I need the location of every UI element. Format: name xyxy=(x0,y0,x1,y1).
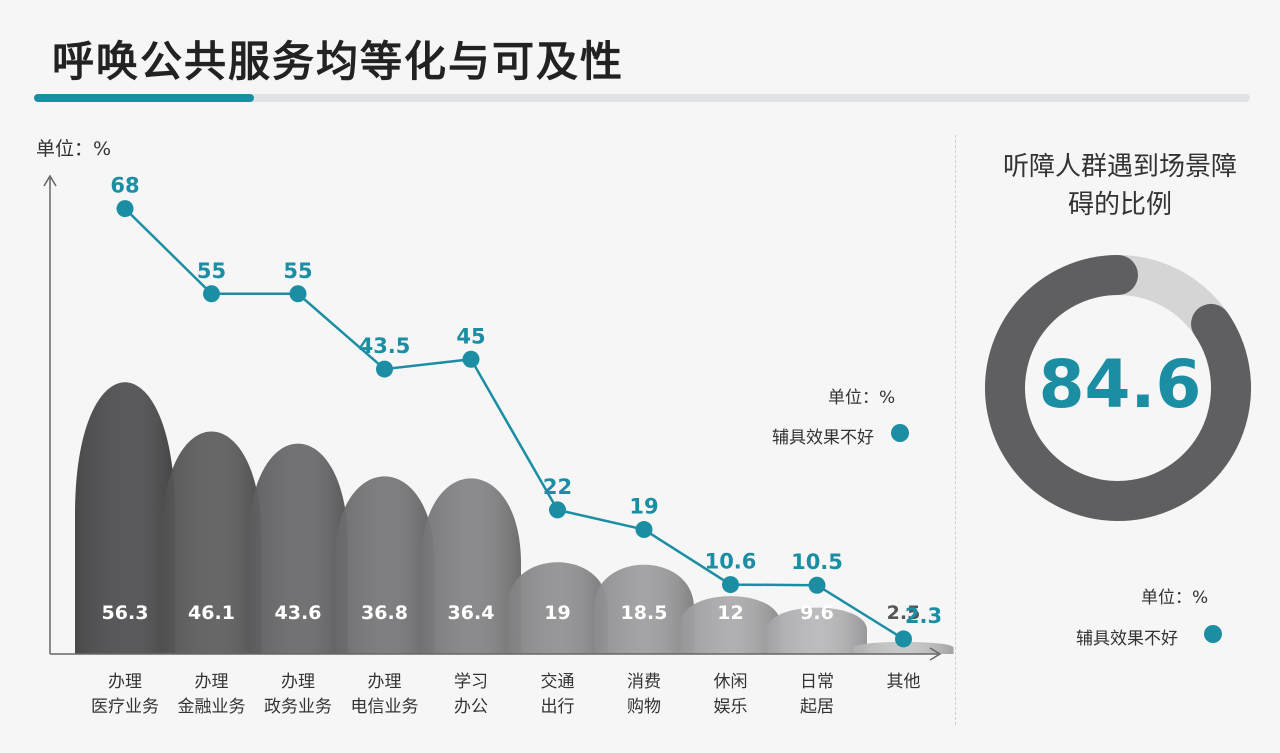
line-value-label: 55 xyxy=(283,259,312,283)
bar-shade xyxy=(767,607,867,654)
line-point xyxy=(289,285,307,303)
category-label: 交通出行 xyxy=(541,672,575,717)
line-layer: 68 55 55 43.5 45 22 19 10.6 10.5 2.3 xyxy=(110,174,942,648)
line-point xyxy=(376,360,393,378)
line-value-label: 2.3 xyxy=(905,604,942,628)
bar-shade xyxy=(594,564,694,654)
bar-shade xyxy=(161,431,262,654)
bar-value-label: 36.8 xyxy=(361,602,408,624)
line-point xyxy=(116,200,134,218)
bar-value-label: 18.5 xyxy=(621,602,668,624)
category-label: 办理政务业务 xyxy=(264,672,332,717)
page-title: 呼唤公共服务均等化与可及性 xyxy=(52,37,625,86)
line-point xyxy=(808,576,826,594)
donut-arc xyxy=(985,255,1251,521)
bar-value-label: 2.5 xyxy=(887,602,921,624)
bar-shade xyxy=(248,443,348,654)
bar-value-label: 9.6 xyxy=(800,602,834,624)
line-value-label: 10.6 xyxy=(705,550,757,574)
axes-layer xyxy=(43,174,942,661)
category-label: 学习办公 xyxy=(454,672,488,717)
category-label: 办理金融业务 xyxy=(178,672,246,717)
bar-shade xyxy=(421,478,521,654)
line-value-label: 19 xyxy=(629,495,658,519)
bar-value-label: 56.3 xyxy=(102,602,149,624)
donut-title: 听障人群遇到场景障碍的比例 xyxy=(1002,152,1237,220)
bar-value-label: 12 xyxy=(717,602,743,624)
line-series xyxy=(124,207,905,640)
category-label: 办理医疗业务 xyxy=(91,672,159,717)
category-label: 日常起居 xyxy=(800,672,834,717)
y-axis-arrow xyxy=(43,174,57,187)
line-point xyxy=(635,521,653,539)
bar-shade xyxy=(75,382,175,654)
x-axis-arrow xyxy=(929,647,942,661)
line-value-label: 22 xyxy=(543,475,572,499)
bar-value-label: 46.1 xyxy=(188,602,235,624)
line-value-label: 68 xyxy=(110,174,139,198)
line-value-label: 45 xyxy=(456,324,485,348)
line-point xyxy=(203,285,220,303)
category-label: 休闲娱乐 xyxy=(714,672,748,717)
line-value-label: 55 xyxy=(197,259,226,283)
bar-shade xyxy=(507,562,608,654)
title-underline xyxy=(34,94,1250,102)
bar-shade xyxy=(680,596,781,654)
category-label: 办理电信业务 xyxy=(351,672,419,717)
legend-marker-dot-2 xyxy=(1204,625,1222,643)
line-value-label: 10.5 xyxy=(791,550,843,574)
bar-shade xyxy=(853,641,954,654)
bar-value-label: 36.4 xyxy=(448,602,495,624)
category-label: 其他 xyxy=(887,672,921,692)
bar-value-label: 43.6 xyxy=(275,602,322,624)
panel-divider xyxy=(955,135,956,725)
legend-marker-dot xyxy=(891,424,909,442)
legend-label-2: 辅具效果不好 xyxy=(1076,629,1178,649)
bars-layer: 56.3 46.1 43.6 36.8 36.4 19 18.5 12 9.6 2.5 xyxy=(75,382,954,654)
line-value-label: 43.5 xyxy=(359,334,411,358)
title-underline-accent xyxy=(34,94,254,102)
line-point xyxy=(722,576,739,594)
line-point xyxy=(895,630,912,648)
category-label: 消费购物 xyxy=(627,672,661,717)
bar-value-label: 19 xyxy=(544,602,570,624)
donut-value: 84.6 xyxy=(1038,346,1202,423)
donut-layer xyxy=(985,255,1251,521)
legend-unit-label-2: 单位：% xyxy=(1141,588,1209,608)
legend-unit-label: 单位：% xyxy=(828,388,896,408)
line-point xyxy=(549,501,566,519)
legend-label: 辅具效果不好 xyxy=(772,428,874,448)
bar-shade xyxy=(334,476,435,654)
y-axis-unit-label: 单位：% xyxy=(36,138,112,160)
line-point xyxy=(462,350,480,368)
